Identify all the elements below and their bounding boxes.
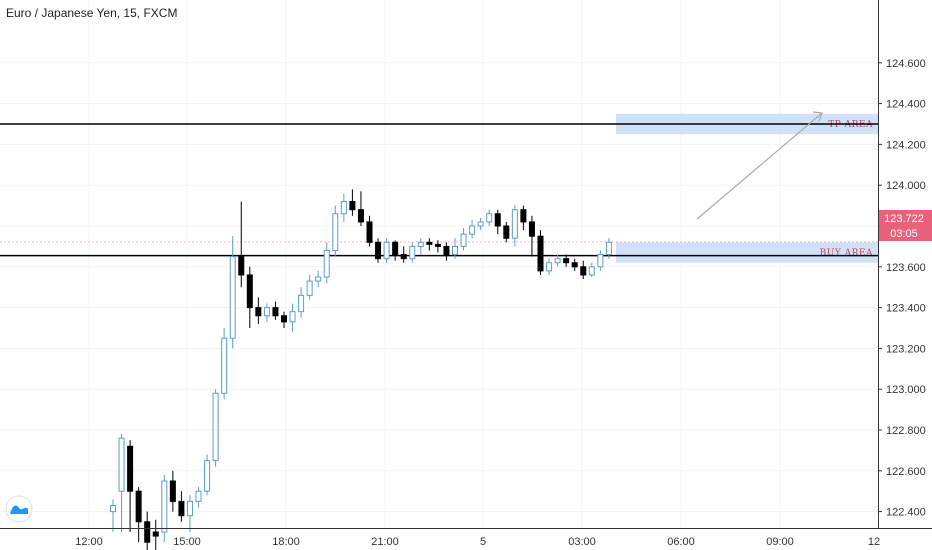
- time-tick-label: 15:00: [173, 536, 201, 548]
- candle-down: [580, 266, 587, 276]
- projection-arrow-line: [696, 112, 823, 220]
- candle-up: [452, 245, 458, 256]
- price-tick-label: 124.600: [886, 58, 926, 70]
- candle-down: [169, 480, 176, 502]
- time-tick-label: 18:00: [272, 536, 300, 548]
- candle-up: [161, 480, 168, 533]
- candle-up: [486, 213, 493, 223]
- candle-countdown: 03:05: [890, 228, 918, 240]
- candle-down: [152, 531, 159, 537]
- candle-up: [460, 233, 467, 247]
- time-tick-label: 12: [868, 536, 880, 548]
- time-tick-label: 03:00: [568, 536, 596, 548]
- zone-label: BUY AREA: [820, 249, 873, 259]
- tradingview-logo-icon[interactable]: [5, 495, 33, 523]
- candle-up: [306, 280, 313, 296]
- price-tick-label: 122.800: [886, 425, 926, 437]
- candle-up: [186, 500, 193, 517]
- candle-down: [255, 307, 262, 317]
- candle-up: [409, 245, 416, 260]
- current-price-tag: 123.722 03:05: [879, 210, 932, 241]
- price-tick-label: 123.400: [886, 303, 926, 315]
- candle-down: [434, 243, 441, 247]
- price-tick-label: 123.600: [886, 262, 926, 274]
- candle-down: [520, 209, 527, 223]
- candle-down: [426, 241, 433, 245]
- price-tick-label: 122.400: [886, 507, 926, 519]
- candle-down: [392, 241, 399, 256]
- candle-down: [357, 209, 364, 223]
- candlesticks: [110, 189, 612, 550]
- candle-up: [118, 437, 125, 492]
- candle-up: [315, 276, 322, 282]
- candle-up: [195, 490, 202, 502]
- candle-up: [469, 225, 476, 235]
- candle-up: [221, 337, 228, 394]
- candle-down: [238, 256, 245, 276]
- candle-up: [323, 249, 330, 278]
- price-tick-label: 123.000: [886, 384, 926, 396]
- candle-up: [588, 266, 595, 276]
- gridlines: [0, 0, 878, 528]
- price-tick-label: 124.000: [886, 180, 926, 192]
- candle-down: [135, 490, 142, 523]
- price-tick-label: 124.400: [886, 99, 926, 111]
- current-price-tag-bg: [879, 210, 932, 241]
- horizontal-lines: [0, 123, 878, 257]
- candle-down: [528, 221, 535, 237]
- time-axis[interactable]: 12:00 15:00 18:00 21:00 5 03:00 06:00 09:00 12: [75, 536, 880, 548]
- time-tick-label: 06:00: [667, 536, 695, 548]
- zone-box: [616, 242, 878, 263]
- price-tick-label: 122.600: [886, 466, 926, 478]
- current-price-label: 123.722: [884, 213, 924, 225]
- candle-up: [605, 241, 612, 256]
- candle-up: [289, 311, 296, 323]
- candle-down: [563, 258, 570, 264]
- price-tick-label: 123.200: [886, 343, 926, 355]
- candle-down: [144, 521, 151, 543]
- candle-down: [246, 274, 253, 309]
- candle-up: [204, 460, 211, 492]
- time-tick-label: 09:00: [766, 536, 794, 548]
- candle-up: [110, 504, 116, 513]
- candle-down: [537, 235, 544, 272]
- projection-arrow-head: [812, 111, 823, 122]
- candle-up: [383, 241, 390, 260]
- candle-down: [281, 315, 287, 323]
- time-tick-label: 5: [480, 536, 486, 548]
- candle-up: [546, 262, 553, 272]
- price-tick-label: 124.200: [886, 139, 926, 151]
- candle-down: [571, 262, 578, 268]
- candle-up: [477, 221, 484, 227]
- candle-up: [511, 209, 518, 239]
- candle-up: [332, 213, 339, 251]
- candle-up: [298, 294, 305, 313]
- candle-down: [494, 213, 501, 227]
- candle-up: [263, 307, 270, 317]
- candle-down: [127, 445, 134, 492]
- candle-down: [443, 245, 450, 256]
- candle-up: [229, 256, 236, 339]
- price-axis[interactable]: 122.400 122.600 122.800 123.000 123.200 123.4…: [878, 58, 926, 519]
- candle-down: [178, 500, 185, 517]
- time-tick-label: 12:00: [75, 536, 103, 548]
- candle-up: [340, 201, 347, 215]
- zone-label: TP AREA: [828, 120, 873, 130]
- candle-up: [554, 258, 561, 264]
- candle-down: [272, 307, 279, 317]
- candle-down: [349, 201, 356, 211]
- time-tick-label: 21:00: [371, 536, 399, 548]
- candle-down: [400, 254, 407, 260]
- candle-up: [597, 254, 604, 268]
- candle-down: [366, 221, 373, 243]
- candle-up: [417, 241, 424, 247]
- candle-down: [503, 225, 510, 239]
- candle-down: [375, 241, 382, 260]
- candle-up: [212, 392, 219, 462]
- chart-title: Euro / Japanese Yen, 15, FXCM: [6, 6, 177, 20]
